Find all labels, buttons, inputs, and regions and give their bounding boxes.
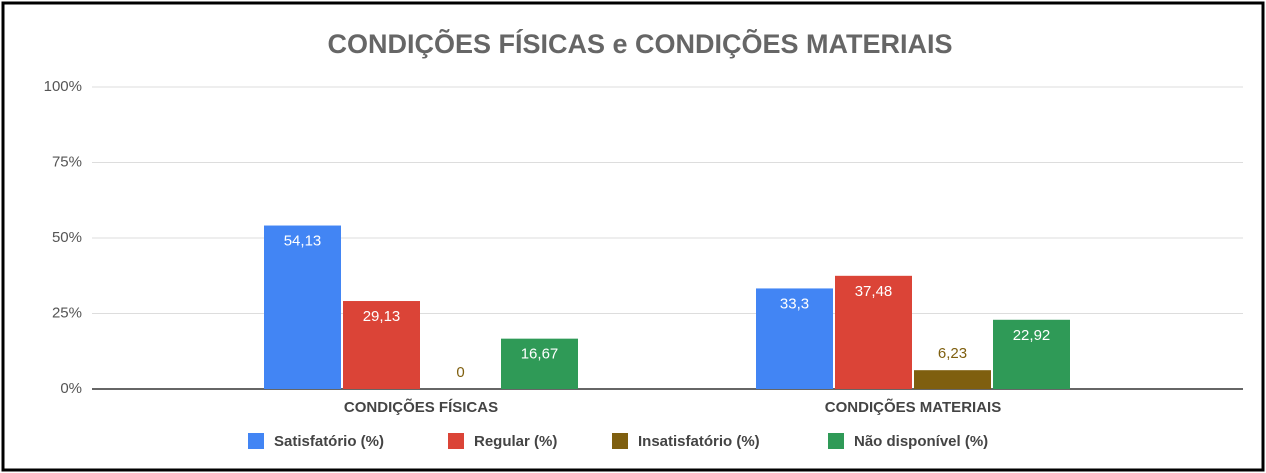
y-tick-label: 25% bbox=[52, 304, 82, 321]
bar bbox=[756, 288, 833, 389]
legend-swatch bbox=[828, 433, 844, 449]
y-tick-label: 75% bbox=[52, 153, 82, 170]
data-label: 37,48 bbox=[855, 283, 893, 300]
legend-swatch bbox=[612, 433, 628, 449]
legend-label: Insatisfatório (%) bbox=[638, 433, 760, 450]
chart-title: CONDIÇÕES FÍSICAS e CONDIÇÕES MATERIAIS bbox=[327, 28, 952, 59]
legend-label: Satisfatório (%) bbox=[274, 433, 384, 450]
data-label: 6,23 bbox=[938, 345, 967, 362]
bar bbox=[264, 225, 341, 389]
legend-label: Não disponível (%) bbox=[854, 433, 988, 450]
y-tick-label: 50% bbox=[52, 229, 82, 246]
data-label: 54,13 bbox=[284, 232, 322, 249]
bar bbox=[835, 275, 912, 389]
bar bbox=[914, 370, 991, 389]
x-tick-label: CONDIÇÕES MATERIAIS bbox=[825, 398, 1001, 416]
data-label: 29,13 bbox=[363, 308, 401, 325]
y-tick-label: 100% bbox=[44, 78, 82, 95]
bar bbox=[993, 319, 1070, 389]
y-tick-label: 0% bbox=[60, 380, 82, 397]
bar bbox=[501, 338, 578, 389]
data-label: 22,92 bbox=[1013, 327, 1051, 344]
data-label: 33,3 bbox=[780, 295, 809, 312]
data-label: 16,67 bbox=[521, 346, 559, 363]
data-label: 0 bbox=[456, 364, 464, 381]
x-tick-label: CONDIÇÕES FÍSICAS bbox=[344, 398, 498, 416]
legend-swatch bbox=[448, 433, 464, 449]
bar bbox=[343, 301, 420, 389]
legend-label: Regular (%) bbox=[474, 433, 557, 450]
legend-swatch bbox=[248, 433, 264, 449]
